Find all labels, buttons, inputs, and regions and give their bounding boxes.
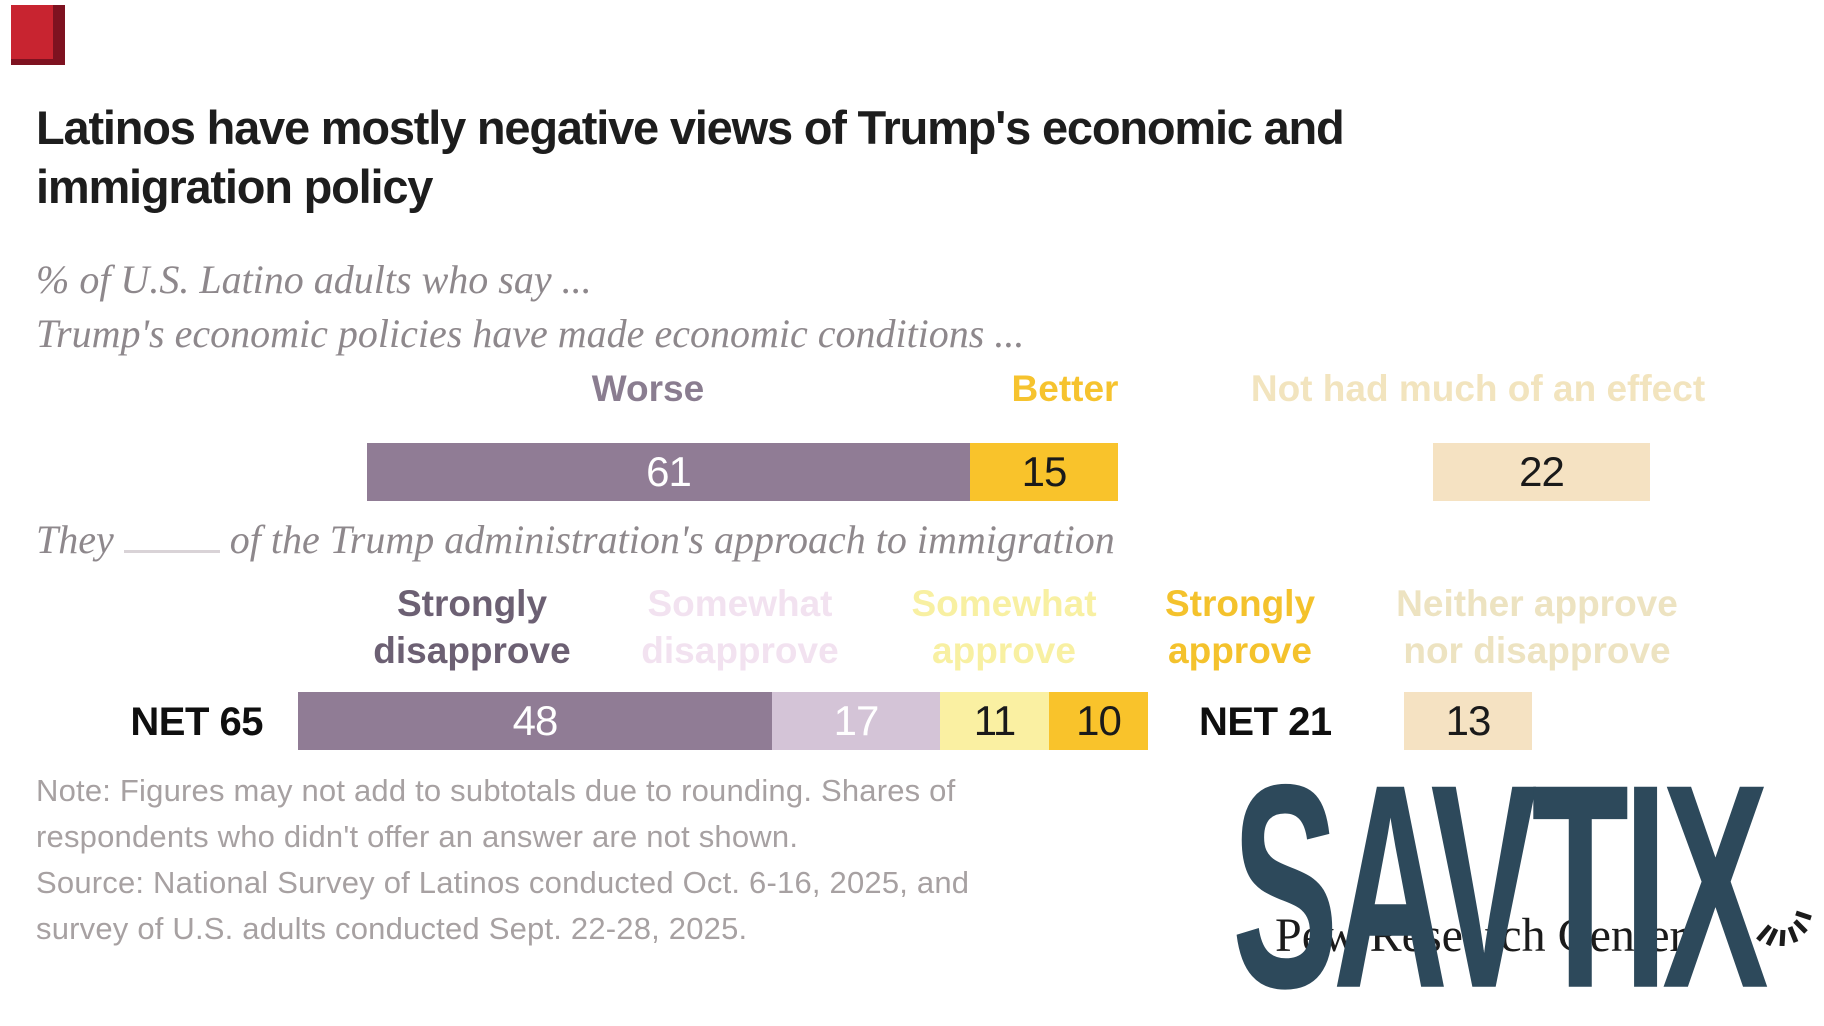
immigration-stacked-bar: 48 17 11 10 — [298, 692, 1148, 750]
net-approve-label: NET 21 — [1199, 700, 1332, 744]
bar-segment-strongly-approve: 10 — [1049, 692, 1148, 750]
bar-segment-somewhat-disapprove: 17 — [772, 692, 940, 750]
net-disapprove-label: NET 65 — [130, 700, 263, 744]
label-worse: Worse — [591, 368, 705, 409]
savtix-watermark: SAVTIX — [1232, 724, 1769, 1026]
economic-no-effect-bar: 22 — [1433, 443, 1650, 501]
label-better: Better — [1011, 368, 1119, 409]
immigration-neither-bar: 13 — [1404, 692, 1532, 750]
title-line-1: Latinos have mostly negative views of Tr… — [36, 101, 1345, 154]
label-somewhat-approve: Somewhat approve — [911, 583, 1097, 671]
note-line: respondents who didn't offer an answer a… — [36, 819, 799, 854]
page-title: Latinos have mostly negative views of Tr… — [36, 98, 1376, 216]
bar-segment-strongly-disapprove: 48 — [298, 692, 772, 750]
label-somewhat-disapprove: Somewhat disapprove — [641, 583, 839, 671]
pew-research-center-wordmark: Pew Research Center — [1275, 909, 1686, 962]
label-no-effect: Not had much of an effect — [1250, 368, 1706, 409]
label-neither: Neither approve nor disapprove — [1396, 583, 1678, 671]
label-strongly-approve: Strongly approve — [1164, 583, 1316, 671]
note-source-text: Note: Figures may not add to subtotals d… — [36, 768, 969, 952]
bar-segment-somewhat-approve: 11 — [940, 692, 1049, 750]
label-strongly-disapprove: Strongly disapprove — [373, 583, 571, 671]
bar-segment-neither-approve-nor-disapprove: 13 — [1404, 692, 1532, 750]
bar-segment-not-had-much-of-an-effect: 22 — [1433, 443, 1650, 501]
blank-underline — [123, 523, 220, 553]
red-corner-marker — [11, 5, 65, 65]
bar-segment-better: 15 — [970, 443, 1118, 501]
pew-sunburst-logo-icon — [1756, 910, 1812, 946]
question-immigration-pre: They — [36, 517, 114, 562]
title-line-2: immigration policy — [36, 160, 433, 213]
question-immigration: They of the Trump administration's approa… — [36, 516, 1115, 563]
economic-stacked-bar: 61 15 — [367, 443, 1118, 501]
question-immigration-post: of the Trump administration's approach t… — [229, 517, 1115, 562]
bar-segment-worse: 61 — [367, 443, 970, 501]
question-economic: Trump's economic policies have made econ… — [36, 311, 1025, 356]
source-line: Source: National Survey of Latinos condu… — [36, 865, 970, 900]
subtitle: % of U.S. Latino adults who say ... — [36, 257, 592, 302]
source-line: survey of U.S. adults conducted Sept. 22… — [36, 911, 748, 946]
note-line: Note: Figures may not add to subtotals d… — [36, 773, 956, 808]
